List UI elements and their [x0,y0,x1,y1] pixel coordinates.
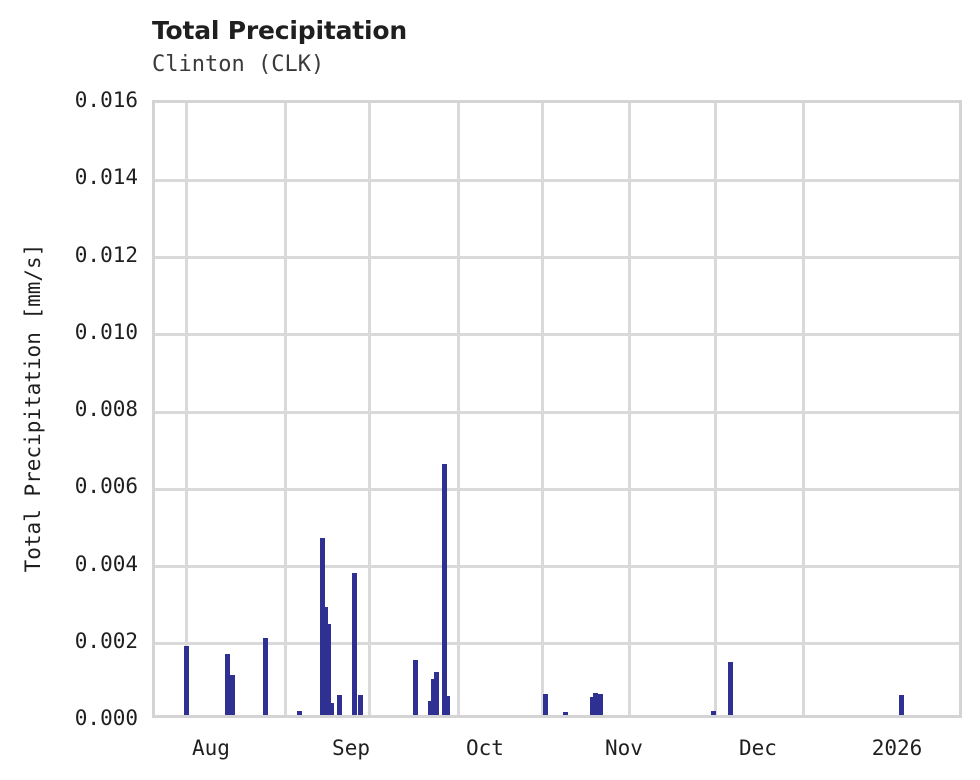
bar [319,537,325,715]
y-axis-tick-label: 0.010 [74,319,138,344]
bar [590,697,596,715]
y-axis-tick-label: 0.000 [74,706,138,730]
bar [229,674,235,715]
x-axis-tick-label: Oct [466,736,504,760]
bar [728,662,734,715]
gridline-vertical [185,103,189,715]
bar [597,694,603,715]
bar [542,694,548,715]
bar [710,710,716,715]
bar [358,694,364,715]
x-axis-tick-labels: Aug Sep Oct Nov Dec 2026 [152,736,962,770]
y-axis-tick-label: 0.014 [74,165,138,190]
chart-title: Total Precipitation [152,16,407,45]
bar [413,660,419,715]
gridline-vertical [283,103,287,715]
x-axis-tick-label: Aug [191,736,230,760]
gridline-vertical [628,103,632,715]
bar [563,711,569,715]
bar [431,679,437,715]
gridline-horizontal [155,333,959,337]
x-axis-tick-label: Sep [332,736,370,760]
bar [325,624,331,715]
gridline-horizontal [155,410,959,414]
y-axis-tick-label: 0.012 [74,242,138,267]
plot-area [152,100,962,718]
y-axis-tick-labels: 0.016 0.014 0.012 0.010 0.008 0.006 0.004 0.002… [0,88,138,730]
y-axis-tick-label: 0.002 [74,628,138,653]
gridline-horizontal [155,487,959,491]
x-axis-tick-label: Nov [605,736,643,760]
bar [184,646,190,715]
bar [322,606,328,715]
y-axis-tick-label: 0.006 [74,474,138,499]
gridline-horizontal [155,178,959,182]
bar [263,638,269,715]
gridline-horizontal [155,642,959,646]
bar [444,695,450,715]
bar [336,695,342,715]
y-axis-tick-label: 0.008 [74,397,138,421]
x-axis-tick-label: 2026 [871,736,923,760]
bar [297,711,303,715]
gridline-horizontal [155,256,959,259]
gridline-vertical [540,103,544,715]
bar [593,692,599,715]
bar [351,572,357,715]
bar [224,654,230,715]
y-axis-tick-label: 0.004 [74,551,138,576]
bar [328,702,334,715]
gridline-horizontal [155,565,959,568]
gridline-vertical [368,103,372,715]
gridline-vertical [456,103,460,715]
gridline-vertical [713,103,717,715]
bar [441,463,447,715]
x-axis-tick-label: Dec [738,736,777,760]
bar [899,694,905,715]
gridline-vertical [801,103,805,715]
bar-series-total-precipitation [155,103,959,715]
bar [434,671,440,715]
bar [428,701,434,715]
chart-subtitle: Clinton (CLK) [152,52,325,77]
y-axis-tick-label: 0.016 [74,88,138,112]
